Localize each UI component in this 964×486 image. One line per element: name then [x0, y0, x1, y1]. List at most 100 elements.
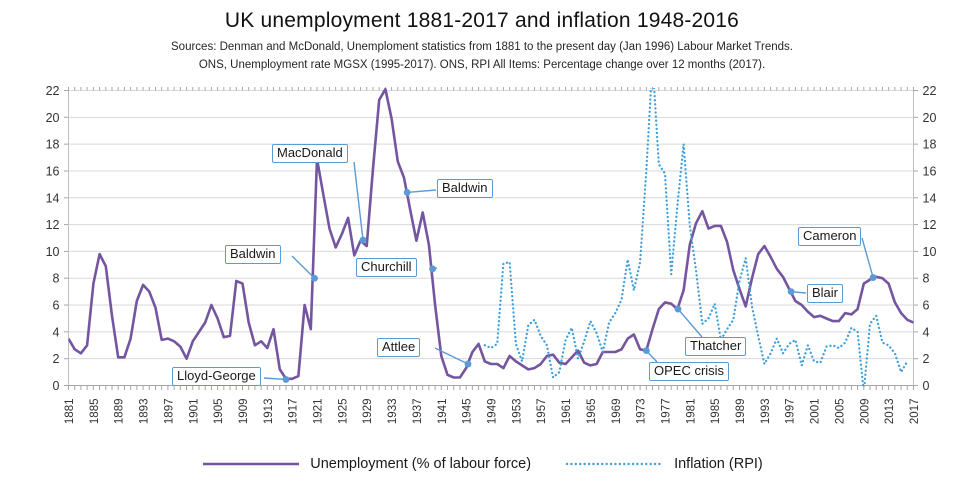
annotation-leader — [291, 255, 316, 279]
annotation-dot — [464, 360, 472, 368]
axis-ticks — [64, 87, 918, 390]
svg-text:0: 0 — [923, 379, 930, 393]
svg-text:1917: 1917 — [288, 399, 300, 425]
svg-text:20: 20 — [46, 111, 60, 125]
annotation-dot — [359, 236, 367, 244]
svg-text:18: 18 — [923, 138, 937, 152]
annotation-dot — [787, 288, 795, 296]
annotation-dot — [429, 265, 436, 273]
legend-label-unemployment: Unemployment (% of labour force) — [310, 456, 532, 472]
svg-text:1941: 1941 — [437, 399, 449, 425]
svg-text:16: 16 — [46, 164, 60, 178]
chart-legend: Unemployment (% of labour force) Inflati… — [0, 449, 964, 479]
svg-text:4: 4 — [53, 325, 60, 339]
annotation-leader — [861, 237, 874, 278]
svg-text:1969: 1969 — [611, 399, 623, 425]
y-axis-left-labels: 0 2 4 6 8 10 12 14 16 18 20 22 — [46, 84, 60, 393]
annotation-opec-crisis: OPEC crisis — [649, 362, 730, 381]
svg-text:8: 8 — [923, 272, 930, 286]
data-series — [68, 88, 914, 387]
svg-text:1961: 1961 — [561, 399, 573, 425]
annotation-leader — [353, 161, 364, 241]
gridlines — [68, 90, 914, 386]
chart-title: UK unemployment 1881-2017 and inflation … — [224, 9, 740, 32]
annotation-dot — [282, 376, 290, 383]
svg-text:1965: 1965 — [586, 399, 598, 425]
svg-text:1925: 1925 — [337, 399, 349, 425]
annotation-dot — [311, 274, 318, 282]
inflation-legend-line-icon — [565, 462, 665, 466]
svg-text:1889: 1889 — [114, 399, 126, 425]
unemployment-legend-line-icon — [203, 462, 300, 466]
svg-text:2017: 2017 — [909, 399, 921, 425]
svg-text:6: 6 — [923, 299, 930, 313]
svg-text:1909: 1909 — [238, 399, 250, 425]
svg-text:1937: 1937 — [412, 399, 424, 425]
svg-text:22: 22 — [923, 84, 937, 98]
svg-text:16: 16 — [923, 164, 937, 178]
annotation-baldwin: Baldwin — [225, 245, 281, 264]
source-line-1: Sources: Denman and McDonald, Unemplomen… — [171, 41, 793, 53]
svg-text:1957: 1957 — [536, 399, 548, 425]
annotation-churchill: Churchill — [356, 258, 417, 277]
svg-text:22: 22 — [46, 84, 60, 98]
unemployment-line — [68, 88, 914, 381]
svg-text:2: 2 — [53, 352, 60, 366]
svg-text:8: 8 — [53, 272, 60, 286]
svg-text:1893: 1893 — [139, 399, 151, 425]
svg-text:2: 2 — [923, 352, 930, 366]
svg-text:14: 14 — [46, 191, 60, 205]
y-axis-right-labels: 0 2 4 6 8 10 12 14 16 18 20 22 — [923, 84, 937, 393]
legend-label-inflation: Inflation (RPI) — [674, 456, 763, 472]
svg-text:1897: 1897 — [163, 399, 175, 425]
svg-text:1997: 1997 — [785, 399, 797, 425]
svg-text:1905: 1905 — [213, 399, 225, 425]
svg-text:18: 18 — [46, 138, 60, 152]
svg-text:1885: 1885 — [89, 399, 101, 425]
svg-text:20: 20 — [923, 111, 937, 125]
source-line-2: ONS, Unemployment rate MGSX (1995-2017).… — [198, 59, 766, 71]
svg-text:1921: 1921 — [313, 399, 325, 425]
annotation-leader — [434, 347, 469, 365]
svg-text:1985: 1985 — [710, 399, 722, 425]
svg-text:1901: 1901 — [188, 399, 200, 425]
svg-text:1981: 1981 — [685, 399, 697, 425]
svg-text:12: 12 — [46, 218, 60, 232]
svg-text:1977: 1977 — [660, 399, 672, 425]
annotation-dot — [674, 305, 682, 313]
annotation-leader — [407, 189, 437, 194]
svg-text:2001: 2001 — [810, 399, 822, 425]
inflation-line — [483, 88, 909, 387]
svg-text:2013: 2013 — [884, 399, 896, 425]
svg-text:4: 4 — [923, 325, 930, 339]
svg-text:1933: 1933 — [387, 399, 399, 425]
annotation-attlee: Attlee — [377, 338, 421, 357]
svg-text:2005: 2005 — [834, 399, 846, 425]
svg-text:2009: 2009 — [859, 399, 871, 425]
annotation-blair: Blair — [807, 284, 844, 303]
annotation-dot — [869, 274, 877, 281]
annotation-thatcher: Thatcher — [685, 337, 747, 356]
svg-text:12: 12 — [923, 218, 937, 232]
annotation-leaders — [263, 161, 877, 383]
annotation-dot — [642, 347, 650, 355]
svg-text:1949: 1949 — [487, 399, 499, 425]
annotation-leader — [677, 308, 703, 338]
svg-text:1953: 1953 — [511, 399, 523, 425]
svg-text:1973: 1973 — [636, 399, 648, 425]
x-axis-labels: 1881 1885 1889 1893 1897 1901 1905 1909 1913 1917… — [64, 399, 921, 425]
svg-text:14: 14 — [923, 191, 937, 205]
annotation-baldwin: Baldwin — [437, 179, 493, 198]
svg-text:1913: 1913 — [263, 399, 275, 425]
annotation-macdonald: MacDonald — [272, 144, 348, 163]
annotation-dot — [403, 189, 411, 196]
svg-text:6: 6 — [53, 299, 60, 313]
svg-text:0: 0 — [53, 379, 60, 393]
svg-text:1929: 1929 — [362, 399, 374, 425]
axis-lines — [68, 90, 914, 386]
annotation-cameron: Cameron — [798, 227, 862, 246]
svg-text:1993: 1993 — [760, 399, 772, 425]
svg-text:10: 10 — [923, 245, 937, 259]
annotation-lloyd-george: Lloyd-George — [172, 367, 261, 386]
svg-text:1881: 1881 — [64, 399, 76, 425]
